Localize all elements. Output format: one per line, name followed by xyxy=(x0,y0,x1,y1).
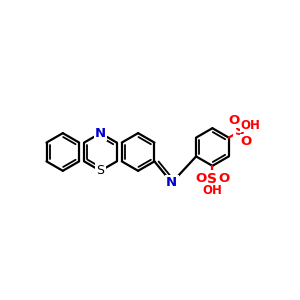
Text: N: N xyxy=(95,127,106,140)
Text: O: O xyxy=(228,114,240,128)
Text: O: O xyxy=(240,135,251,148)
Text: S: S xyxy=(235,124,245,138)
Text: S: S xyxy=(207,172,218,186)
Text: OH: OH xyxy=(202,184,222,197)
Text: O: O xyxy=(195,172,206,185)
Text: S: S xyxy=(97,164,104,177)
Text: N: N xyxy=(166,176,177,189)
Text: O: O xyxy=(219,172,230,185)
Text: OH: OH xyxy=(240,119,260,132)
